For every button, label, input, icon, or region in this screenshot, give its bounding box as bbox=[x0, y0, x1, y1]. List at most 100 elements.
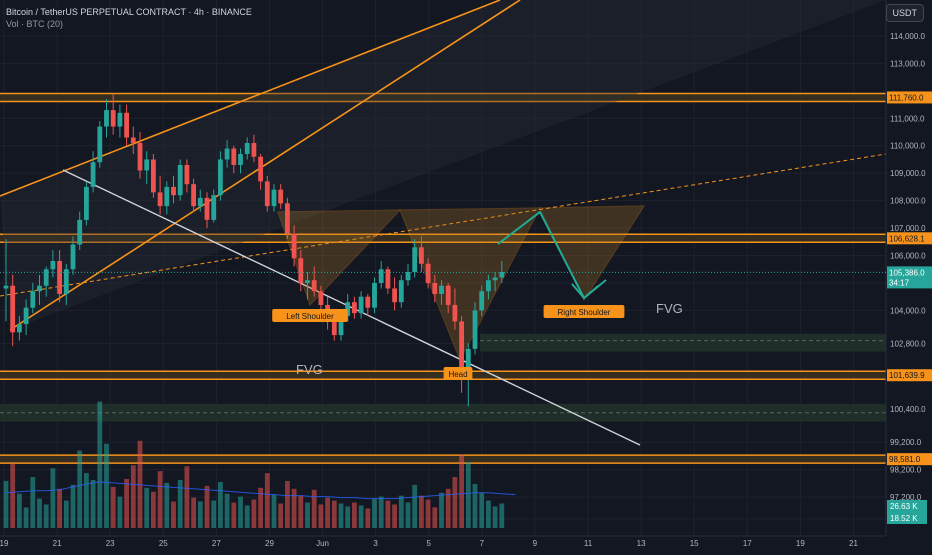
volume-bar bbox=[419, 495, 424, 528]
volume-bar bbox=[305, 502, 310, 528]
candle-body bbox=[352, 302, 357, 314]
volume-bar bbox=[164, 482, 170, 528]
volume-bar bbox=[445, 488, 451, 528]
volume-bar bbox=[251, 499, 257, 528]
last-price-box bbox=[887, 266, 932, 289]
volume-bar bbox=[291, 488, 297, 528]
candle-body bbox=[184, 164, 190, 185]
fvg-label-right: FVG bbox=[656, 301, 683, 316]
candle-body bbox=[331, 321, 337, 336]
volume-bar bbox=[486, 500, 491, 528]
volume-bar bbox=[318, 504, 324, 528]
price-tick-label: 102,800.0 bbox=[890, 339, 926, 348]
volume-bar bbox=[432, 507, 438, 528]
level-price-label: 101,639.9 bbox=[889, 371, 925, 380]
volume-bar bbox=[97, 401, 103, 528]
candle-body bbox=[459, 321, 464, 377]
left-shoulder-label-text: Left Shoulder bbox=[286, 312, 334, 321]
volume-bar bbox=[405, 502, 411, 528]
volume-bar bbox=[325, 497, 330, 528]
level-price-label: 98,581.0 bbox=[889, 455, 921, 464]
time-tick-label: 5 bbox=[427, 539, 432, 548]
level-price-box bbox=[887, 453, 932, 466]
volume-bar bbox=[23, 507, 29, 528]
volume-bar bbox=[264, 473, 270, 528]
volume-bar bbox=[398, 495, 404, 528]
candle-body bbox=[57, 261, 62, 294]
price-tick-label: 110,000.0 bbox=[890, 142, 926, 151]
candle-body bbox=[238, 153, 243, 165]
candle-body bbox=[137, 143, 143, 171]
candle-body bbox=[3, 285, 9, 289]
volume-bar bbox=[63, 500, 69, 528]
left-shoulder-label: Left Shoulder bbox=[272, 309, 348, 322]
volume-bar bbox=[43, 504, 49, 528]
candle-body bbox=[10, 285, 16, 333]
volume-bar bbox=[90, 479, 96, 528]
price-tick-label: 113,000.0 bbox=[890, 59, 926, 68]
descending-trendline bbox=[62, 169, 641, 446]
symbol-title[interactable]: Bitcoin / TetherUS PERPETUAL CONTRACT · … bbox=[6, 7, 252, 17]
volume-value-box bbox=[887, 512, 927, 524]
candle-body bbox=[218, 159, 223, 196]
volume-bar bbox=[459, 454, 464, 528]
volume-bar bbox=[412, 484, 418, 528]
time-tick-label: 21 bbox=[53, 539, 62, 548]
volume-indicator-title[interactable]: Vol · BTC (20) bbox=[6, 19, 64, 29]
channel-fill bbox=[0, 0, 886, 330]
left-shoulder-label-box bbox=[272, 309, 348, 322]
candle-body bbox=[318, 291, 324, 305]
candle-body bbox=[191, 184, 196, 207]
volume-bar bbox=[439, 492, 444, 528]
time-tick-label: Jun bbox=[316, 539, 329, 548]
head-label-text: Head bbox=[448, 370, 467, 379]
volume-bar bbox=[479, 492, 485, 528]
candle-body bbox=[204, 197, 210, 220]
channel-upper-line bbox=[0, 0, 501, 197]
candle-body bbox=[171, 186, 176, 196]
candle-body bbox=[305, 280, 310, 283]
candle-body bbox=[385, 269, 391, 289]
candle-body bbox=[365, 296, 371, 308]
head-label: Head bbox=[443, 367, 473, 380]
volume-bar bbox=[378, 496, 384, 528]
volume-bar bbox=[197, 501, 203, 528]
volume-bar bbox=[70, 484, 76, 528]
candle-body bbox=[164, 186, 170, 207]
volume-ma-line bbox=[5, 481, 516, 500]
candle-body bbox=[345, 302, 351, 316]
volume-bar bbox=[17, 493, 22, 528]
candle-body bbox=[439, 285, 444, 294]
projection-arrow bbox=[571, 283, 599, 300]
volume-value-label: 26.63 K bbox=[890, 502, 918, 511]
currency-button[interactable]: USDT bbox=[885, 4, 924, 22]
volume-bar bbox=[372, 498, 377, 528]
candle-body bbox=[398, 280, 404, 303]
legend: Bitcoin / TetherUS PERPETUAL CONTRACT · … bbox=[6, 6, 252, 30]
time-scale-bg bbox=[0, 536, 932, 550]
candle-body bbox=[452, 304, 458, 322]
volume-bar bbox=[191, 497, 196, 528]
fvg-zone-right bbox=[480, 333, 886, 352]
volume-bar bbox=[224, 493, 230, 528]
candle-body bbox=[271, 189, 277, 207]
candle-body bbox=[285, 203, 290, 234]
candle-body bbox=[338, 315, 344, 336]
volume-bar bbox=[238, 496, 243, 528]
volume-bar bbox=[258, 487, 263, 528]
candle-body bbox=[130, 137, 136, 143]
time-tick-label: 23 bbox=[106, 539, 115, 548]
price-tick-label: 106,000.0 bbox=[890, 252, 926, 261]
time-tick-label: 19 bbox=[796, 539, 805, 548]
volume-bar bbox=[311, 489, 317, 528]
volume-value-label: 18.52 K bbox=[890, 514, 918, 523]
volume-bar bbox=[465, 462, 471, 528]
candle-body bbox=[291, 233, 297, 259]
candle-body bbox=[479, 291, 485, 311]
channel-lower-line bbox=[9, 0, 521, 331]
candle-body bbox=[499, 272, 505, 278]
price-tick-label: 100,400.0 bbox=[890, 405, 926, 414]
candle-body bbox=[117, 112, 123, 127]
